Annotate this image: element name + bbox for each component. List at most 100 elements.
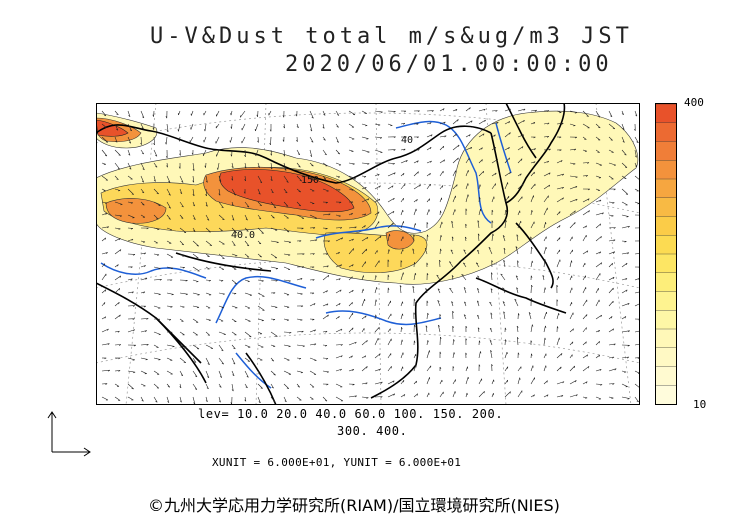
- wind-arrow: [452, 133, 457, 138]
- wind-arrow: [166, 227, 173, 231]
- wind-arrowhead: [288, 241, 291, 244]
- wind-arrowhead: [352, 264, 354, 267]
- wind-arrowhead: [270, 167, 273, 170]
- wind-arrow: [101, 263, 106, 268]
- wind-arrow: [361, 366, 368, 372]
- wind-arrow: [257, 253, 262, 258]
- wind-arrowhead: [338, 189, 341, 191]
- wind-arrow: [451, 236, 454, 242]
- wind-arrowhead: [233, 362, 236, 365]
- wind-arrowhead: [286, 205, 289, 207]
- wind-arrow: [101, 343, 110, 346]
- wind-arrow: [101, 396, 109, 401]
- wind-arrow: [101, 328, 109, 333]
- wind-arrowhead: [458, 144, 460, 147]
- wind-arrowhead: [326, 303, 329, 306]
- wind-arrowhead: [599, 199, 602, 202]
- wind-arrow: [283, 188, 288, 194]
- wind-arrowhead: [417, 171, 419, 174]
- wind-arrowhead: [600, 236, 602, 239]
- wind-arrow: [478, 208, 481, 216]
- wind-arrow: [335, 162, 342, 166]
- wind-arrowhead: [178, 166, 181, 169]
- wind-arrow: [296, 201, 302, 207]
- wind-arrow: [491, 134, 496, 138]
- wind-arrowhead: [300, 319, 303, 321]
- wind-arrow: [268, 110, 272, 116]
- wind-arrowhead: [105, 202, 108, 204]
- wind-arrowhead: [337, 176, 340, 178]
- wind-arrow: [621, 136, 625, 143]
- wind-arrowhead: [104, 289, 107, 292]
- wind-arrowhead: [533, 394, 535, 397]
- wind-arrowhead: [561, 395, 564, 398]
- wind-arrow: [153, 201, 161, 206]
- wind-arrowhead: [352, 384, 355, 386]
- wind-arrow: [608, 123, 616, 130]
- wind-arrowhead: [351, 212, 353, 215]
- wind-arrow: [244, 357, 250, 362]
- wind-arrow: [241, 123, 246, 131]
- wind-arrow: [595, 341, 600, 346]
- wind-arrow: [361, 340, 368, 346]
- wind-arrowhead: [378, 211, 380, 214]
- wind-arrowhead: [491, 364, 493, 367]
- wind-arrowhead: [443, 159, 445, 162]
- wind-arrow: [257, 344, 264, 348]
- wind-arrowhead: [380, 381, 383, 384]
- wind-arrowhead: [218, 400, 221, 403]
- wind-arrowhead: [453, 339, 455, 342]
- wind-arrowhead: [442, 146, 445, 149]
- wind-arrowhead: [310, 129, 313, 132]
- wind-arrow: [374, 353, 381, 359]
- wind-arrowhead: [393, 197, 395, 200]
- wind-arrow: [240, 110, 246, 118]
- wind-arrowhead: [548, 148, 551, 151]
- wind-arrow: [502, 301, 506, 307]
- wind-arrowhead: [561, 187, 564, 189]
- wind-arrow: [556, 313, 559, 320]
- wind-arrow: [101, 149, 108, 157]
- wind-arrow: [621, 123, 625, 130]
- wind-arrow: [322, 123, 325, 129]
- wind-arrowhead: [380, 111, 383, 113]
- wind-arrowhead: [206, 387, 209, 390]
- wind-arrowhead: [260, 387, 263, 389]
- copyright-credit: ©九州大学応用力学研究所(RIAM)/国立環境研究所(NIES): [148, 496, 560, 515]
- wind-arrowhead: [118, 357, 121, 360]
- wind-arrow: [621, 303, 630, 307]
- wind-arrowhead: [559, 225, 561, 228]
- wind-arrowhead: [562, 381, 565, 384]
- wind-arrow: [569, 260, 572, 268]
- wind-arrowhead: [166, 165, 168, 168]
- wind-arrow: [296, 344, 305, 347]
- wind-arrowhead: [509, 172, 511, 175]
- wind-arrow: [478, 184, 481, 190]
- wind-arrow: [140, 162, 145, 171]
- wind-arrowhead: [449, 287, 452, 290]
- wind-arrow: [621, 396, 630, 399]
- wind-arrow: [192, 383, 198, 390]
- wind-arrow: [387, 380, 395, 385]
- wind-arrowhead: [389, 234, 391, 237]
- wind-arrow: [335, 383, 343, 388]
- wind-arrowhead: [427, 234, 429, 237]
- wind-arrowhead: [574, 136, 578, 139]
- wind-arrow: [309, 329, 316, 333]
- wind-arrowhead: [557, 326, 559, 329]
- wind-arrow: [179, 253, 185, 257]
- wind-arrow: [205, 370, 210, 378]
- wind-arrow: [283, 162, 287, 171]
- wind-arrowhead: [465, 223, 467, 226]
- wind-arrow: [374, 123, 381, 126]
- wind-arrowhead: [365, 248, 367, 252]
- wind-arrowhead: [185, 293, 188, 296]
- wind-arrowhead: [414, 340, 416, 343]
- wind-arrow: [582, 327, 587, 333]
- wind-arrowhead: [456, 184, 458, 187]
- wind-arrow: [608, 300, 614, 307]
- wind-arrowhead: [218, 193, 221, 196]
- wind-arrow: [257, 292, 265, 297]
- wind-arrowhead: [574, 210, 576, 213]
- wind-arrowhead: [470, 120, 473, 123]
